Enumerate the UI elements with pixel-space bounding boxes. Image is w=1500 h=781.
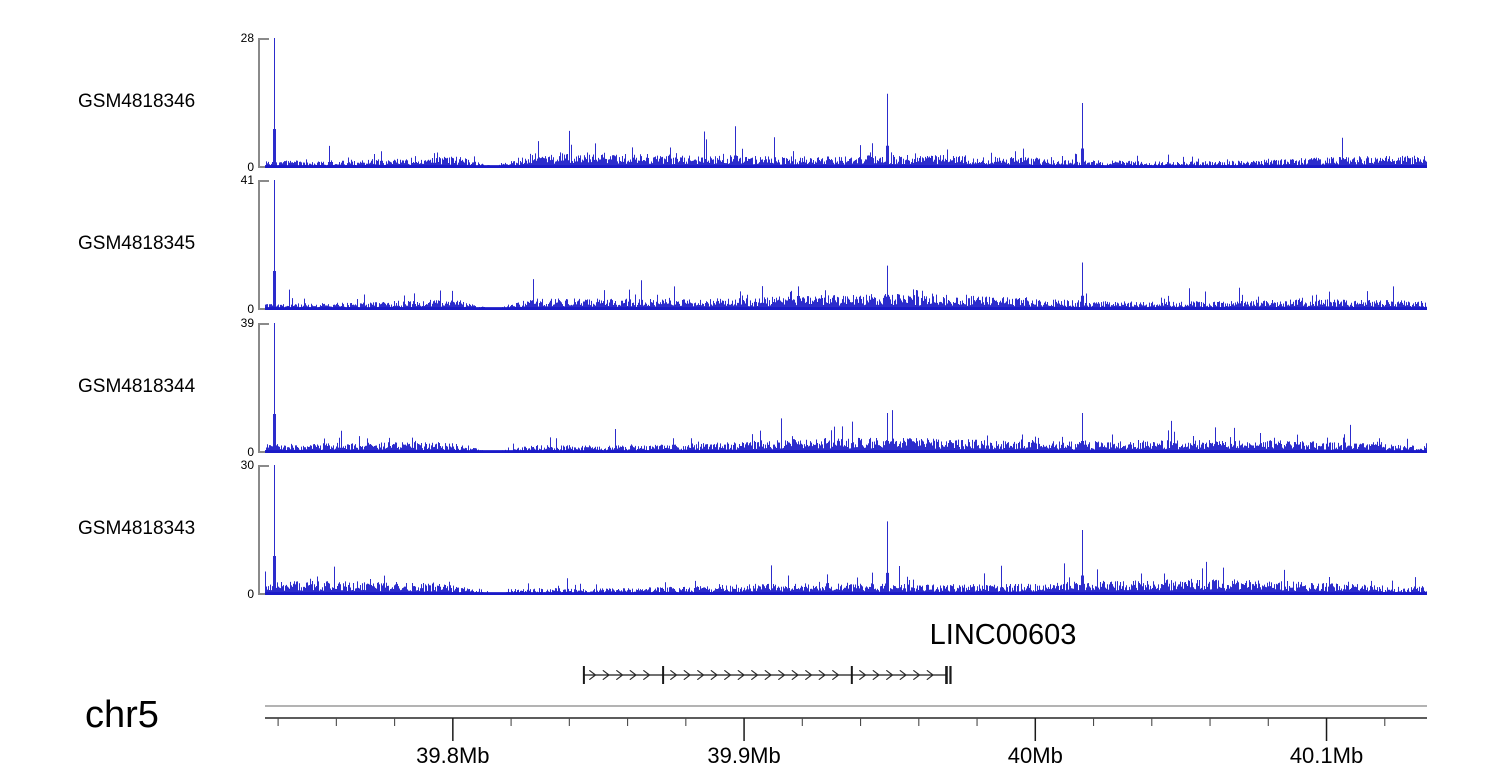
track-label: GSM4818345 [78, 233, 196, 254]
axis-line [258, 465, 260, 595]
track-axis-max: 41 [240, 173, 254, 187]
chromosome-label: chr5 [85, 694, 159, 736]
coverage-plot [265, 465, 1427, 595]
genome-axis[interactable] [265, 700, 1427, 776]
track-axis-max: 28 [240, 31, 254, 45]
track-label: GSM4818344 [78, 376, 196, 397]
track-axis-min: 0 [247, 160, 254, 174]
track-axis [258, 323, 271, 453]
axis-tick-label: 40Mb [1007, 743, 1063, 768]
axis-cap-top [258, 323, 269, 325]
axis-cap-top [258, 38, 269, 40]
track-axis [258, 38, 271, 168]
gene-model[interactable] [265, 662, 1427, 688]
axis-cap-top [258, 465, 269, 467]
track-axis-min: 0 [247, 445, 254, 459]
axis-cap-bottom [258, 451, 269, 453]
axis-tick-label: 39.9Mb [707, 743, 781, 768]
track-gsm4818345: GSM4818345 41 0 [0, 142, 1500, 316]
axis-cap-bottom [258, 166, 269, 168]
gene-label: LINC00603 [929, 619, 1077, 651]
axis-tick-label: 39.8Mb [416, 743, 490, 768]
track-axis-min: 0 [247, 302, 254, 316]
track-label: GSM4818343 [78, 518, 196, 539]
coverage-plot [265, 180, 1427, 310]
track-gsm4818344: GSM4818344 39 0 [0, 285, 1500, 459]
track-label: GSM4818346 [78, 91, 196, 112]
axis-cap-bottom [258, 593, 269, 595]
axis-line [258, 38, 260, 168]
track-axis [258, 465, 271, 595]
track-axis-max: 30 [240, 458, 254, 472]
track-axis-max: 39 [240, 316, 254, 330]
axis-cap-top [258, 180, 269, 182]
track-axis [258, 180, 271, 310]
track-gsm4818343: GSM4818343 30 0 [0, 427, 1500, 601]
track-axis-min: 0 [247, 587, 254, 601]
axis-line [258, 323, 260, 453]
coverage-plot [265, 323, 1427, 453]
axis-tick-label: 40.1Mb [1289, 743, 1364, 768]
axis-line [258, 180, 260, 310]
track-gsm4818346: GSM4818346 28 0 [0, 0, 1500, 174]
axis-cap-bottom [258, 308, 269, 310]
coverage-plot [265, 38, 1427, 168]
